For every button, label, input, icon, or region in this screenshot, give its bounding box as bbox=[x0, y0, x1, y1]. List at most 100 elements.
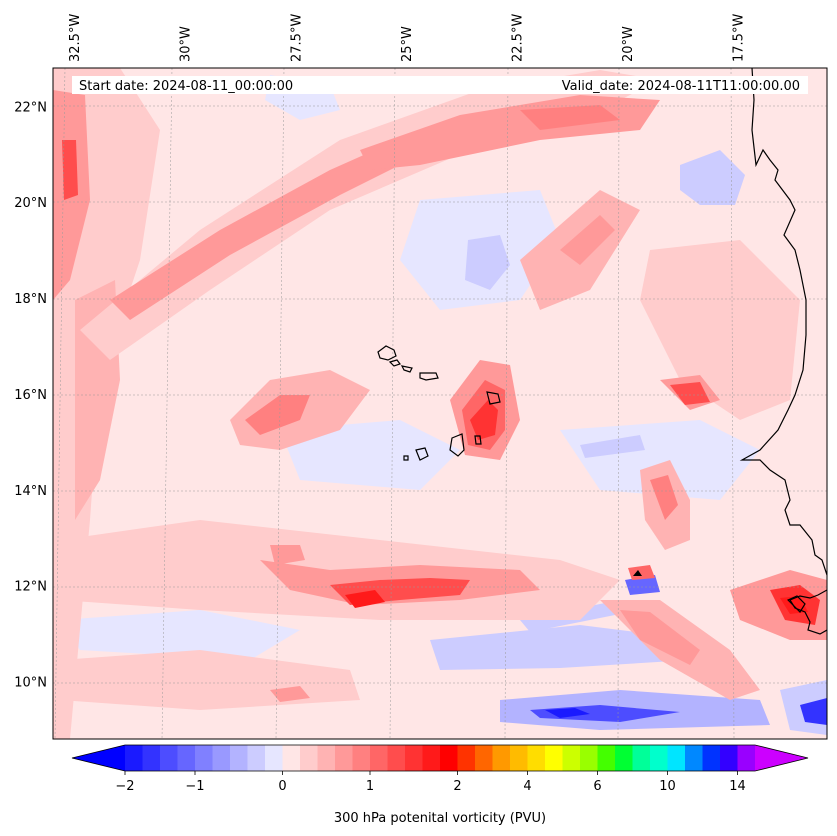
pv-neg-patch-mid bbox=[280, 420, 460, 490]
colorbar-cell bbox=[125, 745, 144, 771]
land-marker bbox=[633, 570, 642, 576]
pv-neg-core-se bbox=[800, 698, 827, 725]
lat-tick-labels: 10°N 12°N 14°N 16°N 18°N 20°N 22°N bbox=[14, 100, 47, 690]
colorbar-cell bbox=[562, 745, 581, 771]
colorbar-cell bbox=[510, 745, 529, 771]
island-sal bbox=[419, 372, 439, 381]
lon-tick-labels: 32.5°W 30°W 27.5°W 25°W 22.5°W 20°W 17.5°W bbox=[68, 14, 746, 62]
lat-tick-label: 12°N bbox=[14, 580, 47, 595]
island-maio bbox=[474, 435, 482, 445]
island-sao-nicolau bbox=[400, 365, 413, 373]
grid bbox=[53, 68, 827, 739]
colorbar-cell bbox=[160, 745, 179, 771]
pv-ne-band bbox=[640, 240, 800, 420]
colorbar-tick-label: 14 bbox=[729, 779, 746, 794]
colorbar-cell bbox=[440, 745, 459, 771]
pv-neg-band-south2 bbox=[60, 610, 300, 660]
colorbar-cell bbox=[352, 745, 371, 771]
colorbar-cell bbox=[720, 745, 739, 771]
pv-ne-stripes-core bbox=[560, 215, 615, 265]
pv-neg-patch-center-deep bbox=[465, 235, 510, 290]
lon-tick-label: 20°W bbox=[621, 26, 636, 62]
lat-tick-label: 14°N bbox=[14, 484, 47, 499]
colorbar-cell bbox=[265, 745, 284, 771]
coastline bbox=[377, 68, 827, 635]
africa-coast-south bbox=[789, 589, 827, 635]
colorbar-cell bbox=[142, 745, 161, 771]
colorbar-cell bbox=[335, 745, 354, 771]
map-area: Start date: 2024-08-11_00:00:00 Valid_da… bbox=[52, 67, 828, 740]
valid-date-label: Valid_date: 2024-08-11T11:00:00.00 bbox=[562, 79, 800, 94]
colorbar-under-arrow bbox=[72, 745, 125, 771]
lon-tick-label: 32.5°W bbox=[68, 14, 83, 62]
colorbar-cell bbox=[737, 745, 756, 771]
lon-tick-label: 25°W bbox=[400, 26, 415, 62]
colorbar-ticks: −2 −1 0 1 2 4 6 10 14 bbox=[115, 771, 746, 794]
colorbar-tick-label: 1 bbox=[366, 779, 374, 794]
colorbar-cell bbox=[597, 745, 616, 771]
colorbar-tick-label: −2 bbox=[115, 779, 134, 794]
colorbar-cell bbox=[317, 745, 336, 771]
colorbar-cell bbox=[177, 745, 196, 771]
pv-coast-patch bbox=[628, 565, 655, 580]
colorbar-over-arrow bbox=[755, 745, 808, 771]
start-date-label: Start date: 2024-08-11_00:00:00 bbox=[79, 79, 293, 94]
colorbar-cell bbox=[632, 745, 651, 771]
colorbar: −2 −1 0 1 2 4 6 10 14 300 hPa potenital vorticit… bbox=[71, 744, 809, 826]
pv-band-top-core bbox=[520, 105, 620, 130]
date-banner bbox=[72, 76, 808, 94]
colorbar-outline bbox=[71, 744, 809, 772]
colorbar-tick-label: 6 bbox=[593, 779, 601, 794]
lon-tick-label: 30°W bbox=[179, 26, 194, 62]
colorbar-cell bbox=[615, 745, 634, 771]
pv-neg-band-south bbox=[430, 625, 700, 670]
colorbar-cell bbox=[527, 745, 546, 771]
colorbar-cell bbox=[650, 745, 669, 771]
colorbar-tick-label: 2 bbox=[453, 779, 461, 794]
lat-tick-label: 10°N bbox=[14, 675, 47, 690]
lat-tick-label: 16°N bbox=[14, 388, 47, 403]
colorbar-label: 300 hPa potenital vorticity (PVU) bbox=[334, 811, 546, 826]
lon-tick-label: 17.5°W bbox=[732, 14, 747, 62]
pv-east-streak-core bbox=[650, 475, 678, 520]
africa-coastline bbox=[739, 68, 827, 576]
lat-tick-label: 20°N bbox=[14, 196, 47, 211]
lat-tick-label: 22°N bbox=[14, 100, 47, 115]
island-sao-vicente bbox=[388, 359, 401, 367]
pv-center-max-core bbox=[470, 400, 498, 440]
colorbar-cell bbox=[387, 745, 406, 771]
pv-center-west-core bbox=[245, 395, 310, 435]
colorbar-cell bbox=[300, 745, 319, 771]
colorbar-tick-label: 0 bbox=[278, 779, 286, 794]
pv-diagonal-north-core bbox=[110, 130, 440, 320]
colorbar-cell bbox=[370, 745, 389, 771]
pv-neg-streak-2 bbox=[580, 435, 645, 458]
colorbar-cell bbox=[545, 745, 564, 771]
pv-ne-band-red bbox=[670, 382, 710, 405]
colorbar-cell bbox=[422, 745, 441, 771]
map-border bbox=[52, 67, 828, 740]
pv-neg-patch-ne bbox=[680, 150, 745, 205]
island-santo-antao bbox=[377, 345, 397, 361]
colorbar-cell bbox=[230, 745, 249, 771]
island-brava bbox=[403, 455, 409, 461]
colorbar-cells bbox=[125, 745, 756, 771]
colorbar-tick-label: 10 bbox=[659, 779, 676, 794]
lon-tick-label: 27.5°W bbox=[289, 14, 304, 62]
colorbar-cell bbox=[212, 745, 231, 771]
colorbar-cell bbox=[667, 745, 686, 771]
colorbar-cell bbox=[195, 745, 214, 771]
pv-south-diag-core bbox=[620, 610, 700, 665]
colorbar-cell bbox=[247, 745, 266, 771]
island-santiago bbox=[449, 433, 465, 457]
pv-neg-core-south bbox=[545, 708, 590, 718]
colorbar-cell bbox=[405, 745, 424, 771]
pv-field bbox=[53, 68, 827, 739]
colorbar-cell bbox=[685, 745, 704, 771]
colorbar-tick-label: −1 bbox=[185, 779, 204, 794]
colorbar-tick-label: 4 bbox=[523, 779, 531, 794]
pv-neg-coast bbox=[625, 575, 660, 595]
pv-south-lower-core bbox=[270, 686, 310, 702]
lon-tick-label: 22.5°W bbox=[510, 14, 525, 62]
